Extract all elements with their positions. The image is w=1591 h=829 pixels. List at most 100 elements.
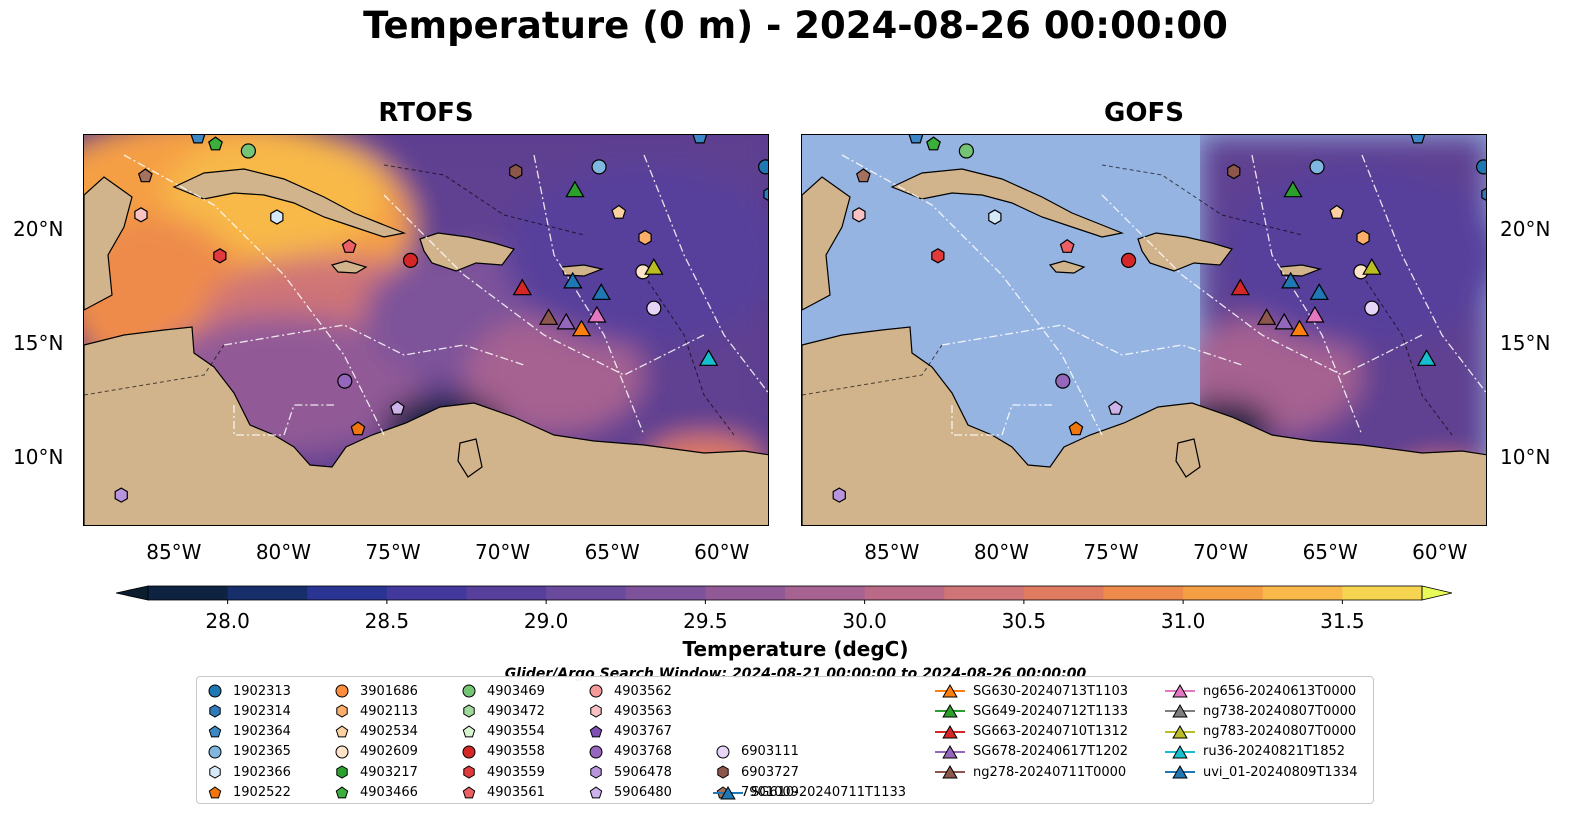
colorbar-segment: [386, 586, 468, 600]
legend-label: 4903562: [614, 683, 672, 699]
colorbar-segment: [625, 586, 706, 600]
marker-4903559: [931, 248, 945, 264]
marker-1902313: [758, 159, 768, 175]
marker-1902365: [591, 159, 607, 175]
marker-4902534: [1329, 204, 1345, 219]
colorbar-segment: [1342, 586, 1423, 600]
marker-4903563: [134, 207, 148, 223]
marker-4903561: [1059, 238, 1075, 253]
marker-1902364: [190, 135, 206, 144]
legend-item: 1902366: [205, 762, 291, 782]
legend-symbol-icon: [1165, 765, 1195, 779]
colorbar-segment: [466, 586, 547, 600]
legend-label: 7901009: [741, 785, 799, 800]
marker-ng278-20240711T0000: [1256, 308, 1277, 325]
legend-item: ng738-20240807T0000: [1165, 701, 1356, 721]
marker-4903563: [852, 207, 866, 223]
legend-symbol-icon: [589, 785, 603, 798]
legend-item: 5906478: [586, 762, 672, 782]
gofs-bathymetry-contours: [802, 164, 1453, 436]
legend-label: ru36-20240821T1852: [1203, 744, 1346, 760]
gofs-panel-title: GOFS: [1104, 98, 1184, 128]
marker-6903727: [509, 163, 523, 180]
marker-SG610-20240711T1133: [563, 271, 583, 289]
legend-symbol-icon: [208, 684, 222, 698]
lon-tick: 60°W: [1412, 540, 1468, 564]
legend-symbol-icon: [589, 724, 603, 737]
marker-ru36-20240821T1852: [1416, 349, 1437, 366]
legend-item: 4903217: [332, 762, 418, 782]
legend-label: ng656-20240613T0000: [1203, 683, 1357, 699]
marker-4903768: [1055, 373, 1071, 389]
lon-tick: 75°W: [365, 540, 421, 564]
legend-label: 1902313: [233, 683, 291, 699]
legend-item: 4903563: [586, 701, 672, 721]
rtofs-land: [84, 168, 768, 525]
lat-tick-right: 20°N: [1500, 216, 1551, 241]
legend-label: ng783-20240807T0000: [1203, 724, 1357, 740]
marker-ng783-20240807T0000: [1362, 257, 1382, 275]
legend-label: SG678-20240617T1202: [973, 744, 1129, 760]
marker-1902365: [1309, 159, 1325, 175]
legend-symbol-icon: [589, 745, 603, 759]
colorbar-tick-label: 30.0: [842, 609, 887, 633]
legend-item: 4902609: [332, 742, 418, 762]
colorbar-segment: [785, 586, 866, 600]
lat-tick-left: 15°N: [13, 330, 64, 355]
legend-label: 1902314: [233, 703, 291, 719]
legend-item: 4903767: [586, 722, 672, 742]
rtofs-map[interactable]: [83, 134, 769, 526]
marker-4903469: [958, 143, 974, 159]
marker-1902364: [692, 135, 708, 144]
legend-symbol-icon: [1165, 704, 1195, 718]
legend-symbol-icon: [716, 745, 730, 759]
legend-symbol-icon: [462, 745, 476, 759]
legend-symbol-icon: [935, 744, 965, 759]
marker-4903559: [213, 248, 227, 264]
legend-item: 4903561: [459, 783, 545, 803]
gofs-map[interactable]: [801, 134, 1487, 526]
colorbar-segment: [1183, 586, 1264, 600]
legend-item: 4902113: [332, 701, 418, 721]
lat-tick-left: 10°N: [13, 444, 64, 469]
legend-label: 4903466: [360, 785, 418, 800]
legend-label: 4902609: [360, 744, 418, 760]
marker-SG678-20240617T1202: [1274, 312, 1294, 330]
marker-ng656-20240613T0000: [587, 305, 607, 323]
lon-tick: 70°W: [474, 540, 531, 564]
legend-label: 6903111: [741, 744, 799, 760]
legend-item: 6903111: [713, 742, 799, 762]
legend-symbol-icon: [935, 765, 965, 779]
marker-7901009: [137, 168, 153, 183]
marker-1902314: [763, 187, 768, 201]
marker-4903466: [208, 136, 223, 151]
colorbar-segment: [944, 586, 1025, 600]
legend-symbol-icon: [462, 785, 476, 798]
colorbar-segment: [148, 586, 229, 600]
legend-item: 4903466: [332, 783, 418, 803]
marker-1902366: [988, 209, 1002, 225]
rtofs-eez-boundaries: [123, 154, 768, 436]
legend-item: 1902522: [205, 783, 291, 803]
legend-symbol-icon: [590, 704, 602, 718]
legend-symbol-icon: [208, 785, 222, 798]
legend-symbol-icon: [335, 745, 349, 759]
legend-item: 4903558: [459, 742, 545, 762]
marker-ng656-20240613T0000: [1305, 305, 1325, 323]
legend-item: 4903559: [459, 762, 545, 782]
colorbar-segment: [864, 586, 945, 600]
legend-label: 6903727: [741, 764, 799, 780]
lon-tick: 70°W: [1192, 540, 1249, 564]
legend: 1902313 1902314 1902364 1902365 1902366 19025…: [196, 676, 1374, 804]
gofs-land: [802, 168, 1486, 525]
legend-label: 4903559: [487, 764, 545, 780]
legend-symbol-icon: [717, 765, 729, 779]
legend-symbol-icon: [462, 724, 476, 737]
marker-SG663-20240710T1312: [1230, 278, 1251, 296]
legend-item: 6903727: [713, 762, 799, 782]
legend-symbol-icon: [335, 724, 349, 737]
marker-uvi_01-20240809T1334: [1309, 283, 1329, 300]
colorbar-tick-label: 28.0: [205, 609, 250, 633]
figure-title: Temperature (0 m) - 2024-08-26 00:00:00: [363, 4, 1228, 47]
lon-tick: 80°W: [255, 540, 312, 564]
